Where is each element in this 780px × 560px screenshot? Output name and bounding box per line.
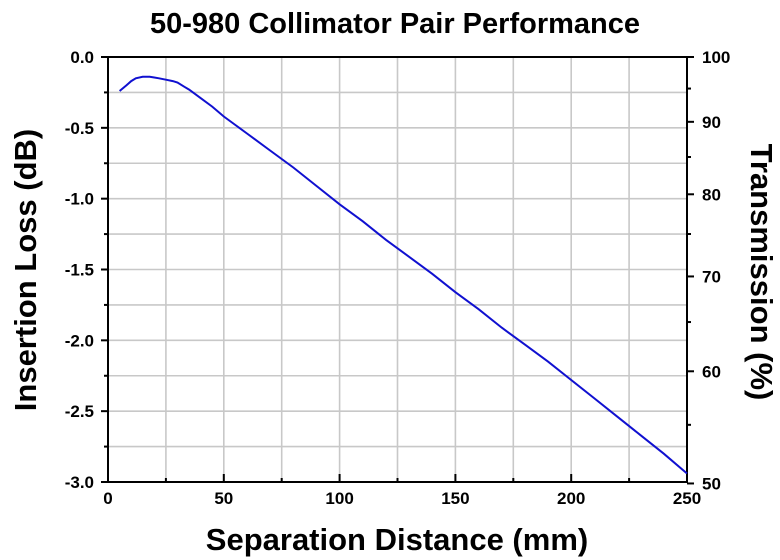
y-tick-label: 0.0 — [70, 48, 94, 67]
y-tick-label: -1.0 — [65, 190, 94, 209]
y-tick-label: -3.0 — [65, 473, 94, 492]
y-tick-label: -2.0 — [65, 331, 94, 350]
grid — [108, 57, 687, 482]
x-axis-label: Separation Distance (mm) — [206, 522, 588, 557]
y-right-tick-label: 60 — [702, 362, 721, 381]
x-tick-label: 200 — [557, 489, 585, 508]
chart-title: 50-980 Collimator Pair Performance — [150, 8, 640, 40]
series-layer — [118, 75, 688, 475]
y-right-tick-label: 50 — [702, 474, 721, 493]
y-tick-label: -1.5 — [65, 261, 94, 280]
y-tick-label: -0.5 — [65, 119, 94, 138]
x-tick-label: 150 — [441, 489, 469, 508]
y-axis-label: Insertion Loss (dB) — [8, 129, 43, 411]
y-right-tick-label: 90 — [702, 113, 721, 132]
y-right-axis-label: Transmission (%) — [744, 144, 779, 401]
tick-labels: 0 50 100 150 200 250 0.0 -0.5 -1.0 -1.5 -2.0 -2.5 -3… — [65, 48, 731, 508]
y-right-tick-label: 70 — [702, 267, 721, 286]
x-tick-label: 250 — [673, 489, 701, 508]
y-right-tick-label: 80 — [702, 185, 721, 204]
y-tick-label: -2.5 — [65, 402, 94, 421]
x-tick-label: 100 — [325, 489, 353, 508]
axis-ticks — [101, 56, 694, 485]
x-tick-label: 50 — [214, 489, 233, 508]
series-line — [118, 75, 688, 475]
y-right-tick-label: 100 — [702, 48, 730, 67]
x-tick-label: 0 — [103, 489, 112, 508]
